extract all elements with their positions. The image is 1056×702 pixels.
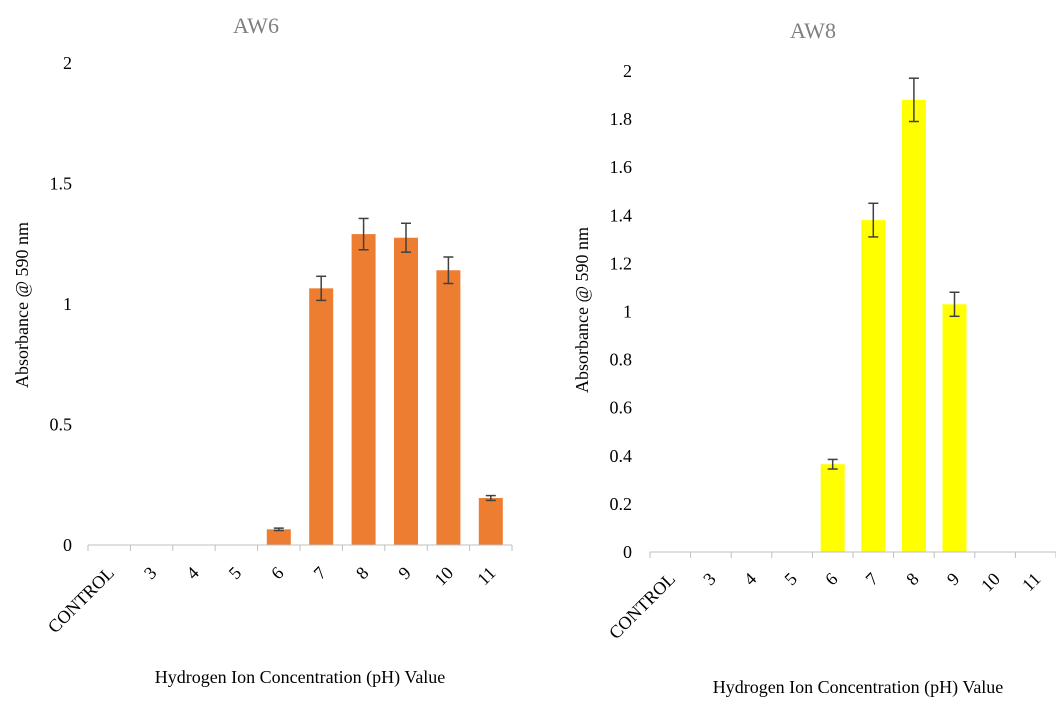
y-tick-label: 1 <box>623 302 632 322</box>
error-bar <box>443 256 454 285</box>
x-tick-label: 8 <box>352 563 373 584</box>
y-tick-label: 0 <box>623 542 632 562</box>
x-tick-label: 6 <box>267 563 288 584</box>
x-tick-label: 4 <box>740 569 761 590</box>
y-tick-label: 2 <box>63 53 72 73</box>
x-tick-label: 5 <box>225 563 246 584</box>
y-tick-label: 1 <box>63 294 72 314</box>
bar-9 <box>942 304 967 552</box>
x-tick-label: 8 <box>902 569 923 590</box>
error-bar <box>358 217 369 251</box>
error-bar <box>273 527 284 532</box>
x-tick-label: 9 <box>394 563 415 584</box>
bar-7 <box>309 288 334 545</box>
x-tick-label: 5 <box>780 569 801 590</box>
bar-6 <box>820 464 845 552</box>
x-tick-label: 4 <box>182 563 203 584</box>
y-tick-label: 0 <box>63 535 72 555</box>
x-tick-label: CONTROL <box>605 569 679 643</box>
y-tick-label: 0.5 <box>50 415 73 435</box>
y-tick-label: 1.4 <box>610 205 633 225</box>
x-axis-label: Hydrogen Ion Concentration (pH) Value <box>713 677 1004 698</box>
bar-8 <box>351 234 376 546</box>
y-axis-label: Absorbance @ 590 nm <box>572 227 592 393</box>
y-tick-label: 1.2 <box>610 253 633 273</box>
x-tick-label: 11 <box>473 563 499 589</box>
y-tick-label: 0.4 <box>610 446 633 466</box>
error-bar <box>316 275 327 302</box>
bar-6 <box>266 529 291 545</box>
error-bar <box>401 222 411 253</box>
x-tick-label: 10 <box>977 569 1004 596</box>
bar-10 <box>436 270 461 545</box>
x-tick-label: 6 <box>821 569 842 590</box>
error-bar <box>908 77 919 123</box>
x-tick-label: CONTROL <box>44 563 118 637</box>
bar-9 <box>394 237 418 545</box>
error-bar <box>485 494 496 502</box>
error-bar <box>827 458 838 470</box>
y-tick-label: 1.8 <box>610 109 633 129</box>
y-axis-label: Absorbance @ 590 nm <box>12 222 32 388</box>
bar-8 <box>901 99 926 553</box>
chart-aw6: AW6 Absorbance @ 590 nm Hydrogen Ion Con… <box>12 13 513 688</box>
y-tick-label: 0.8 <box>610 350 633 370</box>
x-tick-label: 9 <box>943 569 964 590</box>
x-tick-label: 10 <box>430 563 457 590</box>
chart-title: AW6 <box>233 13 279 38</box>
bar-11 <box>478 498 503 545</box>
error-bar <box>868 202 879 238</box>
chart-aw8: AW8 Absorbance @ 590 nm Hydrogen Ion Con… <box>572 18 1056 698</box>
x-tick-label: 7 <box>862 569 883 590</box>
y-tick-label: 1.6 <box>610 157 633 177</box>
y-tick-label: 2 <box>623 61 632 81</box>
x-tick-label: 3 <box>140 563 161 584</box>
x-tick-label: 11 <box>1018 569 1044 595</box>
x-axis-label: Hydrogen Ion Concentration (pH) Value <box>155 667 446 688</box>
bar-7 <box>861 220 886 553</box>
error-bar <box>949 291 960 318</box>
y-tick-label: 1.5 <box>50 174 73 194</box>
y-tick-label: 0.2 <box>610 494 633 514</box>
y-tick-label: 0.6 <box>610 398 633 418</box>
x-tick-label: 7 <box>310 563 331 584</box>
chart-title: AW8 <box>790 18 836 43</box>
x-tick-label: 3 <box>699 569 720 590</box>
